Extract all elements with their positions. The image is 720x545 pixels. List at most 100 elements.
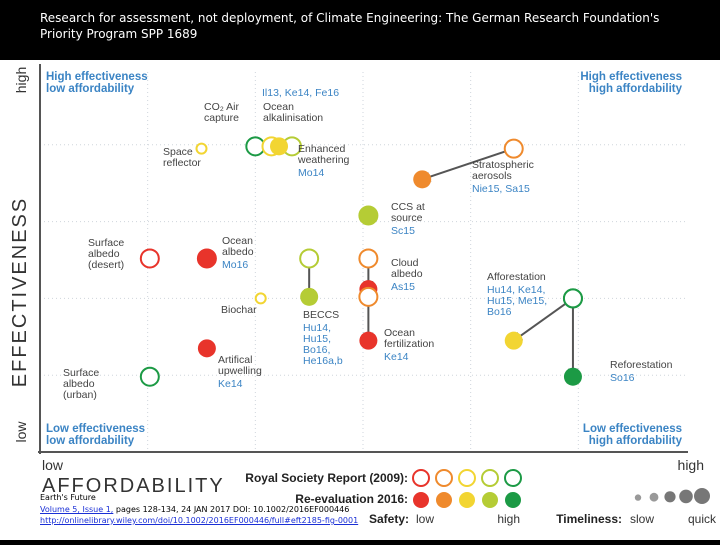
point-rs-biochar bbox=[254, 292, 267, 305]
point-re-reforestation bbox=[563, 367, 582, 386]
citation-volume-link[interactable]: Volume 5, Issue 1, bbox=[40, 504, 114, 514]
label-artificial-upwelling: upwelling bbox=[218, 365, 262, 377]
legend-timeliness-slow: slow bbox=[630, 512, 654, 526]
y-axis-high-label: high bbox=[13, 67, 29, 93]
label-co2-air-capture: CO₂ Air bbox=[204, 101, 240, 113]
point-rs-stratospheric-aerosols bbox=[503, 138, 524, 159]
corner-label-bottom-right: Low effectiveness bbox=[583, 423, 682, 435]
legend-rv-swatch-green bbox=[505, 492, 521, 508]
point-re-ocean-albedo bbox=[197, 249, 216, 268]
refs-ccs-at-source: Sc15 bbox=[391, 225, 415, 237]
label-afforestation: Afforestation bbox=[487, 271, 546, 283]
legend-timeliness-dot-1 bbox=[634, 494, 642, 501]
label-stratospheric-aerosols: Stratospheric bbox=[472, 159, 534, 171]
point-rs-space-reflector bbox=[195, 142, 208, 155]
point-re-ccs-at-source bbox=[359, 206, 378, 225]
refs-beccs: Hu14, bbox=[303, 322, 331, 334]
arrow-afforestation bbox=[512, 297, 574, 342]
legend-timeliness-dot-5 bbox=[694, 488, 710, 504]
x-axis-low-label: low bbox=[42, 457, 64, 473]
point-rs-beccs bbox=[299, 248, 320, 269]
refs-ocean-fertilization: Ke14 bbox=[384, 351, 409, 363]
label-ocean-fertilization: Ocean bbox=[384, 327, 415, 339]
refs-cloud-albedo: As15 bbox=[391, 281, 415, 293]
label-ocean-alkalinisation: alkalinisation bbox=[263, 112, 323, 124]
legend-rv-swatch-lime bbox=[482, 492, 498, 508]
citation-volume-line: Volume 5, Issue 1, pages 128-134, 24 JAN… bbox=[40, 504, 370, 516]
slide-header: Research for assessment, not deployment,… bbox=[0, 0, 720, 60]
legend-safety-high: high bbox=[497, 512, 520, 526]
legend-rs-label: Royal Society Report (2009): bbox=[245, 471, 408, 485]
y-axis-low-label: low bbox=[13, 421, 29, 443]
legend-rv-swatch-red bbox=[413, 492, 429, 508]
refs-reforestation: So16 bbox=[610, 372, 635, 384]
point-rs-ocean-fertilization bbox=[358, 286, 379, 307]
label-stratospheric-aerosols: aerosols bbox=[472, 170, 512, 182]
label-enhanced-weathering: Enhanced bbox=[298, 143, 345, 155]
label-biochar: Biochar bbox=[221, 304, 257, 316]
refs-enhanced-weathering: Mo14 bbox=[298, 167, 324, 179]
citation-url-link[interactable]: http://onlinelibrary.wiley.com/doi/10.10… bbox=[40, 516, 359, 525]
label-surface-albedo-urban: albedo bbox=[63, 378, 95, 390]
point-rs-cloud-albedo bbox=[358, 248, 379, 269]
legend-timeliness-label: Timeliness: bbox=[556, 512, 622, 526]
label-space-reflector: Space bbox=[163, 146, 193, 158]
legend-timeliness-dot-2 bbox=[649, 492, 659, 502]
point-re-beccs bbox=[300, 287, 319, 306]
corner-label-top-right: High effectiveness bbox=[580, 71, 682, 83]
label-ccs-at-source: source bbox=[391, 212, 423, 224]
refs-beccs: Hu15, bbox=[303, 333, 331, 345]
point-re-artificial-upwelling bbox=[197, 339, 216, 358]
legend-timeliness-quick: quick bbox=[688, 512, 717, 526]
refs-stratospheric-aerosols: Nie15, Sa15 bbox=[472, 183, 530, 195]
refs-beccs: He16a,b bbox=[303, 355, 343, 367]
label-surface-albedo-desert: albedo bbox=[88, 248, 120, 260]
label-ccs-at-source: CCS at bbox=[391, 201, 425, 213]
legend-rv-label: Re-evaluation 2016: bbox=[295, 492, 408, 506]
legend-timeliness-dot-3 bbox=[664, 491, 676, 503]
label-surface-albedo-urban: (urban) bbox=[63, 389, 97, 401]
legend-rs-swatch-red bbox=[412, 469, 430, 487]
point-rs-reforestation bbox=[562, 288, 583, 309]
label-surface-albedo-urban: Surface bbox=[63, 367, 99, 379]
legend-rs-swatch-lime bbox=[481, 469, 499, 487]
label-enhanced-weathering: weathering bbox=[297, 154, 350, 166]
citation-journal: Earth's Future bbox=[40, 493, 96, 502]
label-ocean-fertilization: fertilization bbox=[384, 338, 434, 350]
label-beccs: BECCS bbox=[303, 309, 339, 321]
label-surface-albedo-desert: (desert) bbox=[88, 259, 124, 271]
label-ocean-albedo: Ocean bbox=[222, 235, 253, 247]
refs-afforestation: Hu15, Me15, bbox=[487, 295, 547, 307]
point-re-ocean-fertilization bbox=[359, 331, 378, 350]
refs-artificial-upwelling: Ke14 bbox=[218, 378, 243, 390]
x-axis-label: AFFORDABILITY bbox=[42, 475, 225, 497]
refs-ocean-albedo: Mo16 bbox=[222, 259, 248, 271]
refs-afforestation: Hu14, Ke14, bbox=[487, 284, 545, 296]
data-points bbox=[139, 136, 583, 387]
label-artificial-upwelling: Artifical bbox=[218, 354, 252, 366]
label-cloud-albedo: albedo bbox=[391, 268, 423, 280]
point-re-afforestation bbox=[504, 331, 523, 350]
legend-rv-swatch-yellow bbox=[459, 492, 475, 508]
citation-block: Earth's Future Volume 5, Issue 1, pages … bbox=[40, 492, 370, 527]
arrow-stratospheric-aerosols bbox=[420, 147, 515, 182]
label-surface-albedo-desert: Surface bbox=[88, 237, 124, 249]
corner-label-bottom-left: Low effectiveness bbox=[46, 423, 145, 435]
legend-safety-label: Safety: bbox=[369, 512, 409, 526]
refs-beccs: Bo16, bbox=[303, 344, 330, 356]
citation-details: pages 128-134, 24 JAN 2017 DOI: 10.1002/… bbox=[113, 504, 350, 514]
legend-rv-swatch-orange bbox=[436, 492, 452, 508]
label-space-reflector: reflector bbox=[163, 157, 201, 169]
x-axis-high-label: high bbox=[678, 457, 704, 473]
figure-panel: EFFECTIVENESS high low low high AFFORDABILITY… bbox=[0, 60, 720, 540]
refs-afforestation: Bo16 bbox=[487, 306, 512, 318]
label-ocean-albedo: albedo bbox=[222, 246, 254, 258]
slide-title: Research for assessment, not deployment,… bbox=[40, 11, 660, 41]
point-re-enhanced-weathering bbox=[270, 137, 289, 156]
corner-label-top-left: low affordability bbox=[46, 83, 135, 95]
